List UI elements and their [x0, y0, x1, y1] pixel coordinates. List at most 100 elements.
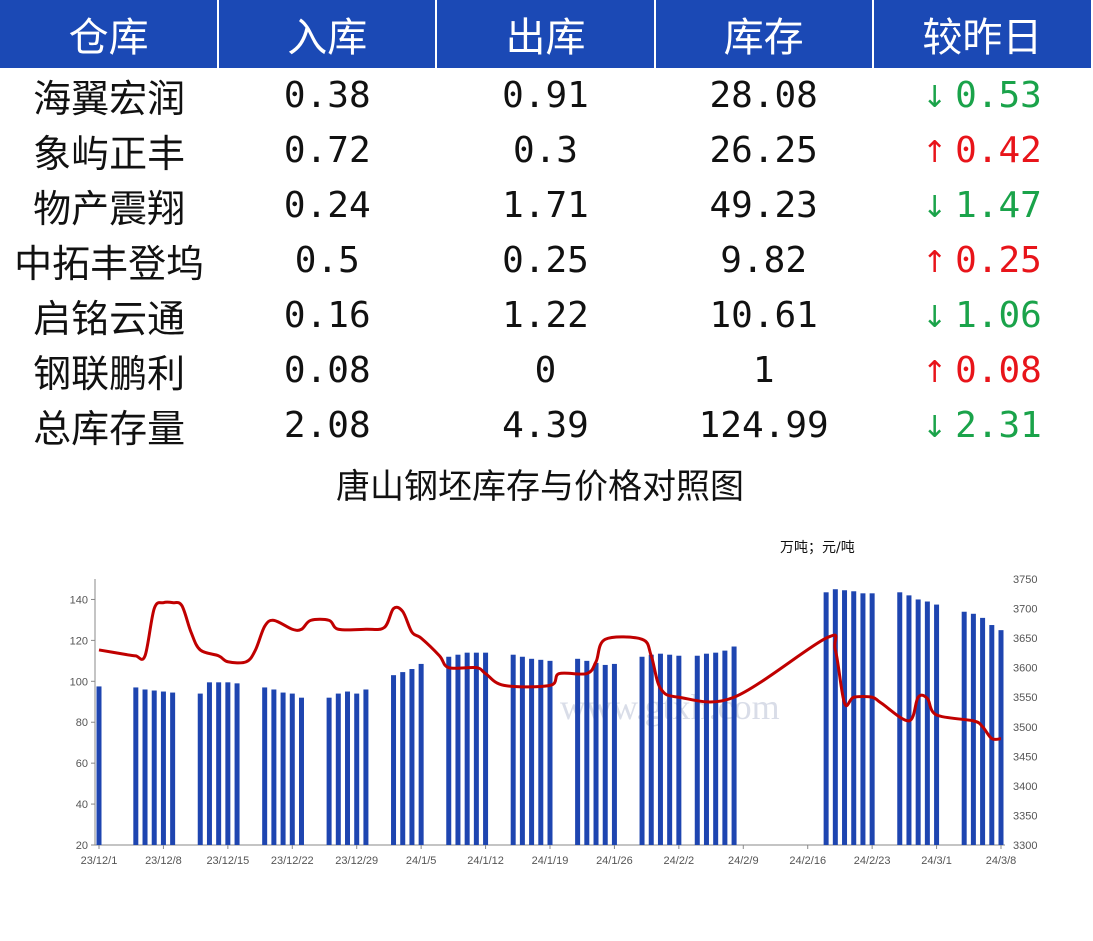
- inventory-bar: [262, 687, 268, 845]
- inventory-bar: [363, 689, 369, 845]
- inventory-bar: [446, 656, 452, 845]
- inventory-bar: [326, 697, 332, 845]
- inventory-bar: [860, 593, 866, 845]
- x-tick-label: 23/12/15: [206, 855, 249, 867]
- inventory-bar: [842, 590, 848, 845]
- left-tick-label: 120: [70, 635, 88, 647]
- inventory-bar: [216, 682, 222, 845]
- change-value: ↓ 1.47: [873, 178, 1091, 233]
- inventory-bar: [335, 693, 341, 845]
- inventory-bar: [980, 617, 986, 845]
- stock-value: 124.99: [698, 405, 829, 446]
- table-row: 物产震翔 0.24 1.71 49.23 ↓ 1.47: [0, 178, 1091, 233]
- warehouse-name: 启铭云通: [33, 297, 186, 341]
- inventory-bar: [602, 664, 608, 845]
- change-number: 1.06: [955, 295, 1042, 336]
- x-tick-label: 24/1/5: [406, 855, 437, 867]
- change-number: 2.31: [955, 405, 1042, 446]
- out-value: 0.3: [512, 130, 578, 171]
- left-tick-label: 60: [76, 758, 88, 770]
- chart-title: 唐山钢坯库存与价格对照图: [336, 467, 744, 507]
- inventory-bar: [869, 593, 875, 845]
- unit-label: 万吨；元/吨: [780, 540, 855, 556]
- inventory-bar: [575, 658, 581, 845]
- x-tick-label: 24/3/8: [986, 855, 1017, 867]
- inventory-bar: [409, 669, 415, 845]
- table-row: 中拓丰登坞 0.5 0.25 9.82 ↑ 0.25: [0, 233, 1091, 288]
- change-number: 0.42: [955, 130, 1042, 171]
- change-value: ↓ 1.06: [873, 288, 1091, 343]
- in-value: 0.5: [294, 240, 360, 281]
- header-out: 出库: [436, 0, 656, 68]
- table-body: 海翼宏润 0.38 0.91 28.08 ↓ 0.53 象屿正丰 0.72 0.3 26.25 ↑ 0…: [0, 68, 1091, 453]
- right-tick-label: 3750: [1013, 574, 1037, 586]
- inventory-bar: [473, 652, 479, 845]
- inventory-bar: [584, 660, 590, 845]
- inventory-bar: [934, 604, 940, 845]
- inventory-bar: [483, 652, 489, 845]
- right-tick-label: 3450: [1013, 751, 1037, 763]
- arrow-down-icon: ↓: [921, 300, 948, 335]
- inventory-bar: [648, 654, 654, 845]
- inventory-bar: [722, 650, 728, 845]
- x-tick-label: 24/2/2: [664, 855, 695, 867]
- in-value: 0.38: [283, 75, 371, 116]
- inventory-bar: [667, 654, 673, 845]
- change-value: ↓ 2.31: [873, 398, 1091, 453]
- out-value: 4.39: [502, 405, 589, 446]
- bar-series: [96, 589, 1004, 845]
- inventory-bar: [455, 654, 461, 845]
- price-line-series: [98, 600, 1002, 741]
- x-tick-label: 24/2/9: [728, 855, 759, 867]
- inventory-bar: [823, 592, 829, 845]
- warehouse-name: 中拓丰登坞: [14, 242, 205, 286]
- stock-value: 10.61: [709, 295, 818, 336]
- inventory-bar: [694, 655, 700, 845]
- inventory-bar: [354, 693, 360, 845]
- right-tick-label: 3350: [1013, 810, 1037, 822]
- inventory-bar: [538, 659, 544, 845]
- table-row: 海翼宏润 0.38 0.91 28.08 ↓ 0.53: [0, 68, 1091, 123]
- right-tick-label: 3700: [1013, 604, 1037, 616]
- inventory-bar: [298, 697, 304, 845]
- x-tick-label: 24/1/19: [532, 855, 569, 867]
- inventory-bar: [225, 682, 231, 845]
- left-tick-label: 100: [70, 676, 88, 688]
- x-tick-label: 24/2/16: [789, 855, 826, 867]
- header-change: 较昨日: [872, 0, 1091, 68]
- inventory-bar: [234, 683, 240, 845]
- warehouse-name: 钢联鹏利: [33, 352, 186, 396]
- inventory-bar: [547, 660, 553, 845]
- inventory-bar: [418, 663, 424, 845]
- right-tick-label: 3650: [1013, 633, 1037, 645]
- inventory-bar: [639, 656, 645, 845]
- change-value: ↑ 0.25: [873, 233, 1091, 288]
- in-value: 0.08: [283, 350, 371, 391]
- out-value: 0.25: [502, 240, 589, 281]
- x-tick-label: 23/12/1: [81, 855, 118, 867]
- inventory-bar: [160, 691, 166, 845]
- inventory-bar: [142, 689, 148, 845]
- inventory-bar: [133, 687, 139, 845]
- price-line: [98, 600, 1002, 741]
- inventory-bar: [657, 653, 663, 845]
- inventory-bar: [197, 693, 203, 845]
- warehouse-table: 仓库 入库 出库 库存 较昨日 海翼宏润 0.38 0.91 28.08 ↓ 0.53 象屿…: [0, 0, 1091, 453]
- inventory-bar: [519, 656, 525, 845]
- x-tick-label: 24/1/12: [467, 855, 504, 867]
- inventory-bar: [96, 686, 102, 845]
- warehouse-name: 象屿正丰: [33, 132, 186, 176]
- inventory-bar: [529, 658, 535, 845]
- tick-labels: 20 40 60 80 100 120 140 3300 3350 3400 3450 3500 355…: [70, 574, 1038, 867]
- stock-value: 49.23: [709, 185, 818, 226]
- in-value: 2.08: [283, 405, 371, 446]
- header-stock: 库存: [654, 0, 874, 68]
- inventory-bar: [915, 599, 921, 845]
- header-warehouse: 仓库: [0, 0, 220, 68]
- out-value: 0.91: [502, 75, 589, 116]
- x-tick-label: 23/12/29: [335, 855, 378, 867]
- x-tick-label: 23/12/8: [145, 855, 182, 867]
- inventory-bar: [271, 689, 277, 845]
- x-tick-label: 23/12/22: [271, 855, 314, 867]
- warehouse-name: 物产震翔: [33, 187, 186, 231]
